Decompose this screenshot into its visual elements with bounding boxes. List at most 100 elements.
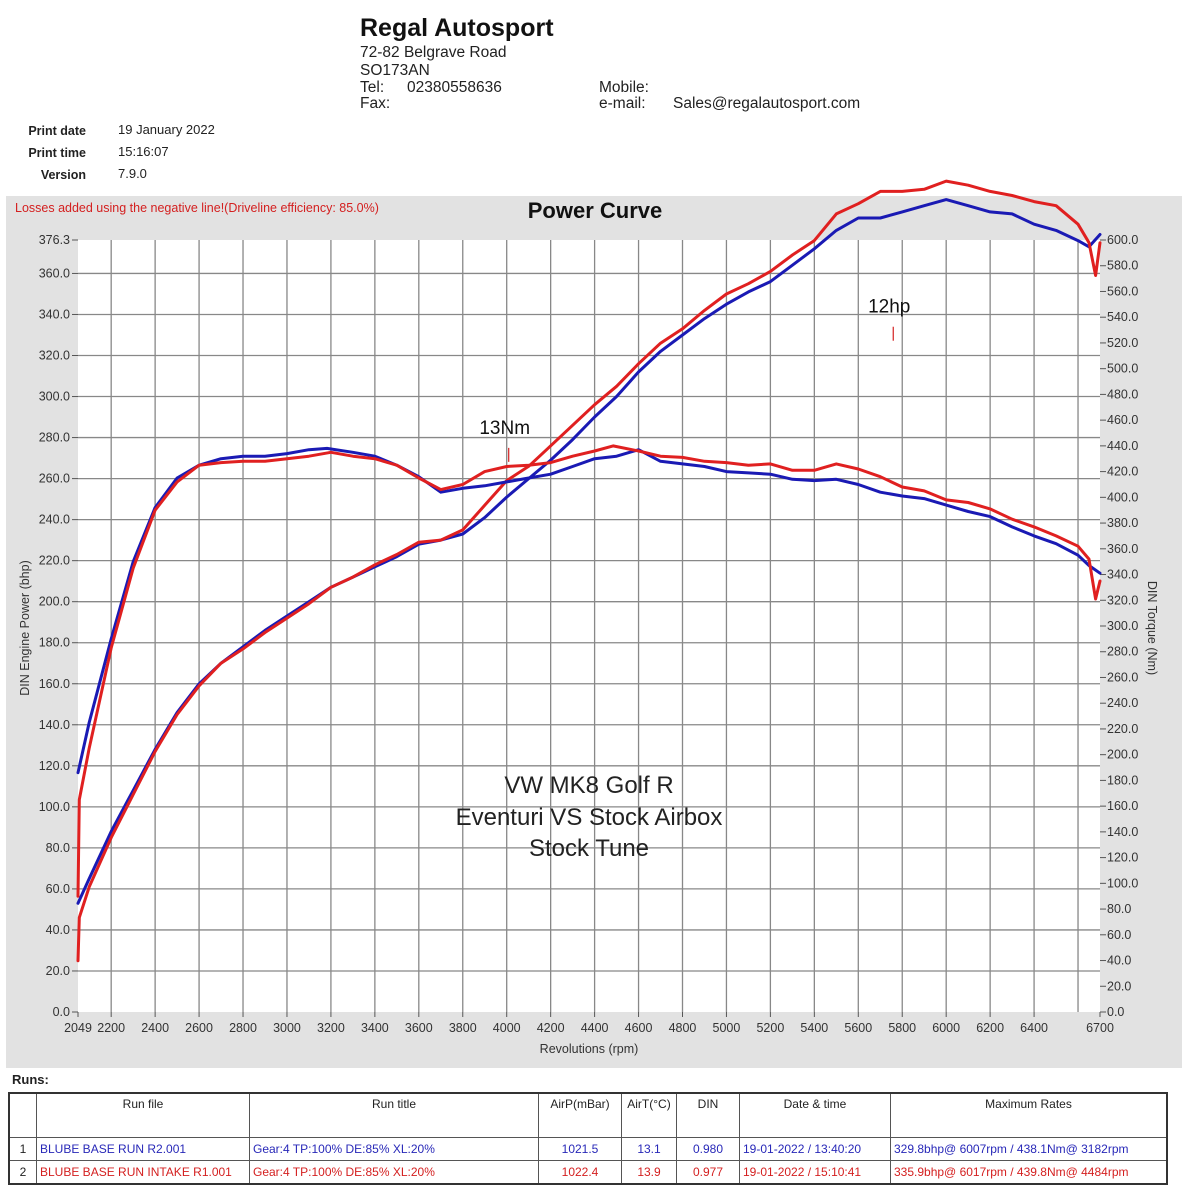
series-line [76, 179, 1102, 963]
overlay-line-3: Stock Tune [529, 835, 649, 862]
run-din: 0.977 [676, 1160, 740, 1185]
x-tick-label: 4800 [669, 1021, 697, 1035]
company-name: Regal Autosport [360, 14, 554, 42]
y-tick-label-left: 376.3 [39, 233, 70, 247]
y-tick-label-left: 100.0 [39, 800, 70, 814]
y-tick-label-left: 180.0 [39, 636, 70, 650]
y-axis-right-title: DIN Torque (Nm) [1145, 581, 1159, 675]
run-airt: 13.9 [621, 1160, 677, 1185]
y-tick-label-right: 400.0 [1107, 490, 1138, 504]
y-tick-label-right: 480.0 [1107, 387, 1138, 401]
y-tick-label-left: 240.0 [39, 513, 70, 527]
runs-label: Runs: [12, 1072, 49, 1087]
x-tick-label: 4200 [537, 1021, 565, 1035]
y-tick-label-right: 300.0 [1107, 619, 1138, 633]
y-tick-label-left: 60.0 [46, 882, 70, 896]
y-tick-label-left: 120.0 [39, 759, 70, 773]
annotations: 12hp 13Nm [479, 297, 910, 462]
run-datetime: 19-01-2022 / 15:10:41 [739, 1160, 891, 1185]
y-tick-label-left: 300.0 [39, 390, 70, 404]
x-tick-label: 2800 [229, 1021, 257, 1035]
y-tick-label-right: 100.0 [1107, 876, 1138, 890]
version-label: Version [40, 168, 86, 182]
y-tick-label-right: 460.0 [1107, 413, 1138, 427]
fax-label: Fax: [360, 95, 391, 112]
y-tick-label-left: 360.0 [39, 266, 70, 280]
series-line [76, 444, 1102, 898]
x-tick-label: 5000 [713, 1021, 741, 1035]
print-date-label: Print date [28, 124, 86, 138]
col-run-file: Run file [36, 1092, 250, 1138]
y-tick-label-left: 320.0 [39, 349, 70, 363]
y-tick-label-right: 520.0 [1107, 336, 1138, 350]
run-file: BLUBE BASE RUN R2.001 [36, 1137, 250, 1161]
y-tick-label-right: 20.0 [1107, 979, 1131, 993]
annotation-label: 12hp [868, 297, 910, 318]
y-tick-label-left: 280.0 [39, 431, 70, 445]
y-tick-label-right: 540.0 [1107, 310, 1138, 324]
x-tick-label: 3000 [273, 1021, 301, 1035]
y-tick-label-right: 200.0 [1107, 748, 1138, 762]
run-airp: 1021.5 [538, 1137, 622, 1161]
col-airp: AirP(mBar) [538, 1092, 622, 1138]
run-din: 0.980 [676, 1137, 740, 1161]
run-max-rates: 329.8bhp@ 6007rpm / 438.1Nm@ 3182rpm [890, 1137, 1168, 1161]
y-tick-label-left: 80.0 [46, 841, 70, 855]
address-line-1: 72-82 Belgrave Road [360, 44, 507, 61]
col-din: DIN [676, 1092, 740, 1138]
email-value[interactable]: Sales@regalautosport.com [673, 95, 861, 112]
overlay-line-2: Eventuri VS Stock Airbox [456, 804, 723, 831]
x-tick-label: 5800 [888, 1021, 916, 1035]
chart-title: Power Curve [527, 198, 663, 223]
y-tick-label-left: 140.0 [39, 718, 70, 732]
axis-ticks: 2049 2200 2400 2600 2800 3000 3200 3400 3600 3800… [39, 233, 1139, 1035]
run-num: 2 [8, 1160, 37, 1185]
grid-lines [78, 240, 1100, 1012]
overlay-line-1: VW MK8 Golf R [504, 772, 673, 799]
run-datetime: 19-01-2022 / 13:40:20 [739, 1137, 891, 1161]
run-file: BLUBE BASE RUN INTAKE R1.001 [36, 1160, 250, 1185]
x-tick-label: 3800 [449, 1021, 477, 1035]
x-tick-label: 2049 [64, 1021, 92, 1035]
mobile-label: Mobile: [599, 79, 649, 96]
y-tick-label-right: 440.0 [1107, 439, 1138, 453]
y-tick-label-right: 60.0 [1107, 928, 1131, 942]
x-tick-label: 2400 [141, 1021, 169, 1035]
col-run-title: Run title [249, 1092, 539, 1138]
annotation-label: 13Nm [479, 418, 530, 439]
y-tick-label-right: 560.0 [1107, 284, 1138, 298]
tel-label: Tel: [360, 79, 385, 96]
y-tick-label-right: 180.0 [1107, 773, 1138, 787]
y-tick-label-right: 0.0 [1107, 1005, 1124, 1019]
data-series [76, 179, 1102, 963]
col-max-rates: Maximum Rates [890, 1092, 1168, 1138]
y-tick-label-left: 0.0 [53, 1005, 70, 1019]
y-tick-label-right: 220.0 [1107, 722, 1138, 736]
y-tick-label-left: 20.0 [46, 964, 70, 978]
losses-note: Losses added using the negative line!(Dr… [15, 201, 379, 215]
x-axis-title: Revolutions (rpm) [540, 1042, 639, 1056]
y-tick-label-left: 340.0 [39, 307, 70, 321]
table-row[interactable]: 2 BLUBE BASE RUN INTAKE R1.001 Gear:4 TP… [8, 1160, 1168, 1185]
y-tick-label-left: 260.0 [39, 472, 70, 486]
x-tick-label: 5400 [800, 1021, 828, 1035]
x-tick-label: 4000 [493, 1021, 521, 1035]
y-tick-label-right: 260.0 [1107, 670, 1138, 684]
y-tick-label-right: 340.0 [1107, 568, 1138, 582]
address-line-2: SO173AN [360, 62, 430, 79]
run-airp: 1022.4 [538, 1160, 622, 1185]
x-tick-label: 4400 [581, 1021, 609, 1035]
y-tick-label-right: 140.0 [1107, 825, 1138, 839]
y-tick-label-right: 600.0 [1107, 233, 1138, 247]
series-line [76, 198, 1102, 905]
x-tick-label: 3200 [317, 1021, 345, 1035]
x-tick-label: 2600 [185, 1021, 213, 1035]
run-num: 1 [8, 1137, 37, 1161]
y-tick-label-right: 360.0 [1107, 542, 1138, 556]
x-tick-label: 6000 [932, 1021, 960, 1035]
x-tick-label: 4600 [625, 1021, 653, 1035]
table-row[interactable]: 1 BLUBE BASE RUN R2.001 Gear:4 TP:100% D… [8, 1137, 1168, 1161]
plot-area [78, 240, 1100, 1012]
y-tick-label-right: 380.0 [1107, 516, 1138, 530]
x-tick-label: 6400 [1020, 1021, 1048, 1035]
